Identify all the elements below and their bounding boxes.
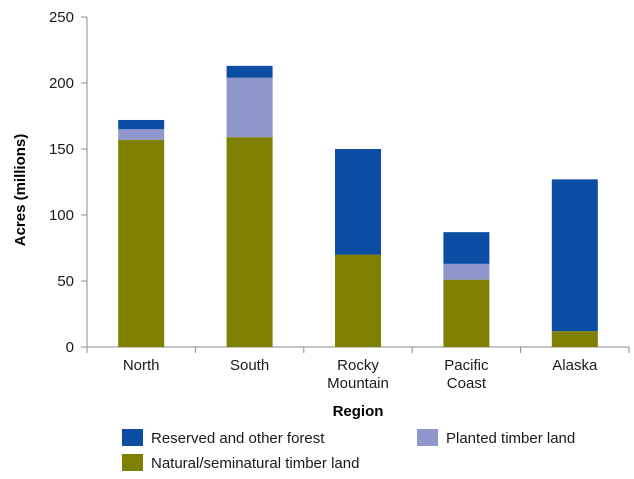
- bar-segment-planted: [118, 129, 165, 140]
- y-tick-label: 50: [57, 273, 74, 290]
- bar-segment-natural: [335, 254, 381, 347]
- bar-segment-reserved: [118, 119, 165, 130]
- legend-swatch: [122, 454, 143, 471]
- bar-segment-natural: [118, 139, 165, 347]
- bar-segment-reserved: [551, 179, 598, 332]
- x-category-label: North: [123, 357, 160, 374]
- y-tick-label: 200: [49, 75, 74, 92]
- x-axis: North South Rocky Mountain Pacific Coast Alask…: [86, 346, 630, 392]
- y-tick-label: 150: [49, 141, 74, 158]
- x-category-label: Alaska: [552, 357, 598, 374]
- y-tick-label: 250: [49, 9, 74, 26]
- bar-segment-reserved: [335, 149, 381, 255]
- bar-segment-planted: [443, 263, 490, 280]
- bar-segment-natural: [443, 279, 490, 347]
- y-axis: 0 50 100 150 200 250: [49, 9, 88, 356]
- bars: [118, 65, 598, 347]
- y-tick-label: 0: [66, 339, 74, 356]
- x-category-label: South: [230, 357, 269, 374]
- legend-swatch: [417, 429, 438, 446]
- legend-label: Reserved and other forest: [151, 430, 325, 447]
- bar-segment-natural: [226, 137, 273, 347]
- y-tick-label: 100: [49, 207, 74, 224]
- legend-label: Planted timber land: [446, 430, 575, 447]
- bar-segment-reserved: [226, 65, 273, 78]
- legend-swatch: [122, 429, 143, 446]
- legend: Reserved and other forest Planted timber …: [122, 429, 575, 472]
- bar-segment-natural: [551, 331, 598, 347]
- legend-label: Natural/seminatural timber land: [151, 455, 359, 472]
- bar-segment-reserved: [443, 232, 490, 264]
- x-axis-title: Region: [333, 403, 384, 420]
- y-axis-title: Acres (millions): [12, 134, 29, 247]
- x-category-label: Rocky Mountain: [327, 357, 389, 392]
- x-category-label: Pacific Coast: [444, 357, 489, 392]
- bar-segment-planted: [226, 77, 273, 138]
